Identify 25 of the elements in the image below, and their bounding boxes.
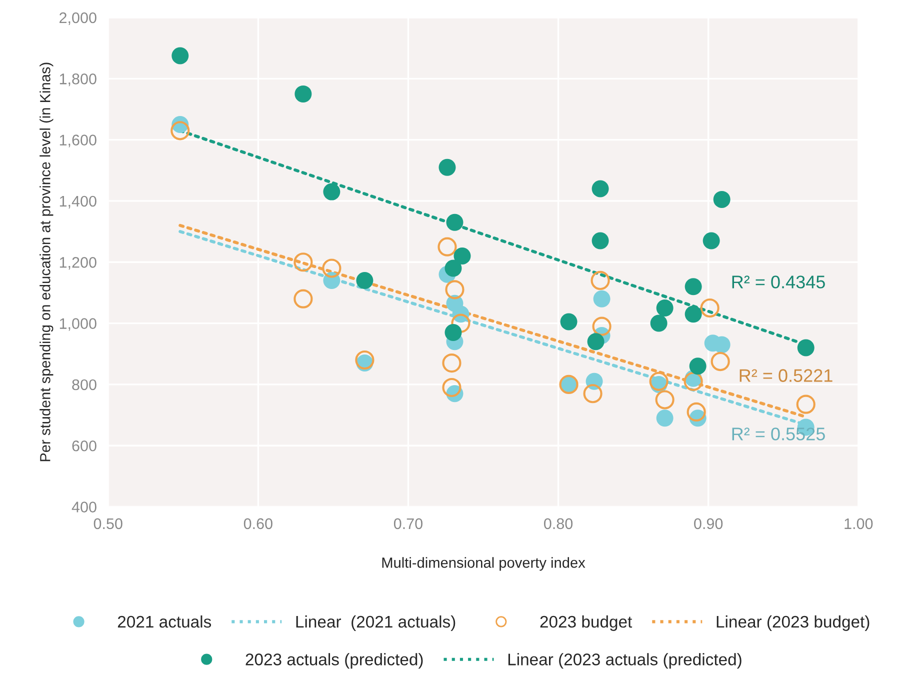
y-tick-label: 1,400 (60, 196, 96, 208)
legend-label: Linear (2023 budget) (716, 615, 870, 631)
y-tick-label: 1,000 (60, 318, 96, 331)
annotation: R² = 0.5221 (740, 369, 832, 382)
y-tick-label: 600 (72, 440, 96, 452)
y-tick-label: 400 (72, 502, 96, 512)
x-tick-label: 1.00 (844, 518, 873, 530)
y-tick-label: 1,200 (60, 257, 96, 270)
x-tick-label: 0.60 (244, 518, 272, 530)
x-axis-title: Multi-dimensional poverty index (382, 557, 586, 571)
annotation: R² = 0.4345 (732, 276, 825, 288)
y-tick-label: 1,600 (60, 134, 96, 148)
x-tick-label: 0.80 (544, 518, 573, 530)
x-tick-label: 0.70 (394, 518, 422, 530)
y-tick-label: 1,800 (60, 74, 96, 86)
legend-label: 2023 budget (540, 615, 632, 631)
y-axis-title: Per student spending on education at province level (in Kinas) (40, 62, 54, 462)
legend-label: Linear (2021 actuals) (296, 615, 456, 631)
x-tick-label: 0.50 (94, 518, 122, 530)
legend-label: Linear (2023 actuals (predicted) (508, 653, 742, 669)
y-tick-label: 2,000 (60, 12, 96, 25)
legend-label: 2023 actuals (predicted) (246, 653, 423, 669)
x-tick-label: 0.90 (694, 518, 723, 530)
legend-label: 2021 actuals (118, 615, 212, 628)
y-tick-label: 800 (72, 379, 96, 390)
